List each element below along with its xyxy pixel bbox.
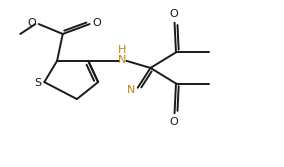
Text: O: O — [170, 117, 178, 127]
Text: N: N — [118, 55, 126, 65]
Text: O: O — [27, 18, 36, 28]
Text: O: O — [92, 18, 101, 28]
Text: N: N — [127, 85, 136, 95]
Text: S: S — [35, 78, 42, 88]
Text: O: O — [170, 9, 178, 19]
Text: H: H — [118, 45, 126, 55]
